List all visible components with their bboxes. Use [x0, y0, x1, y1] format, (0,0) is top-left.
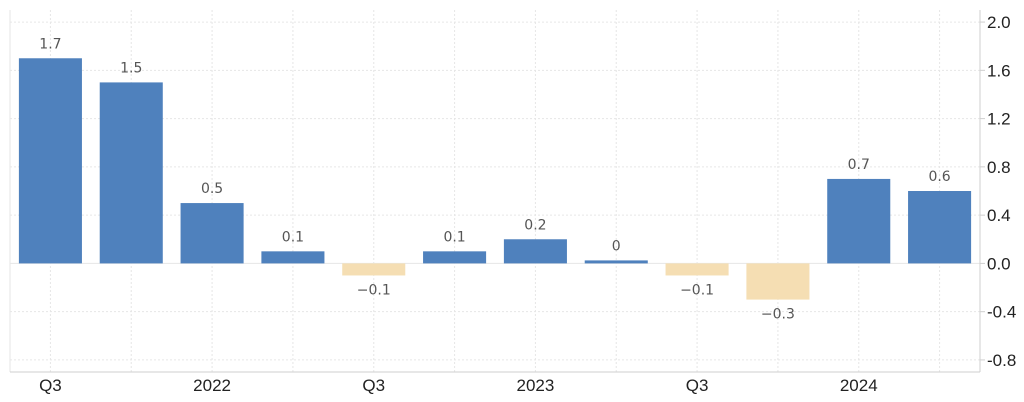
grid-lines [9, 10, 981, 373]
bar [423, 251, 487, 264]
y-tick-label: -0.8 [987, 351, 1016, 370]
x-tick-label: 2023 [517, 376, 555, 395]
y-tick-label: 0.4 [987, 206, 1011, 225]
bar-value-label: 0.2 [524, 217, 546, 233]
bar-value-label: 0.7 [848, 157, 870, 173]
y-tick-label: 1.6 [987, 61, 1011, 80]
y-tick-label: -0.4 [987, 303, 1016, 322]
bar [908, 191, 972, 264]
bar-value-label: 1.5 [120, 60, 142, 76]
y-tick-label: 0.8 [987, 158, 1011, 177]
bar [261, 251, 325, 264]
x-tick-label: 2024 [840, 376, 878, 395]
bar-value-labels: 1.7 1.5 0.5 0.1 −0.1 0.1 0.2 0 −0.1 −0.3 0.7 0.6 [39, 36, 951, 322]
bar-value-label: −0.1 [680, 282, 714, 298]
y-tick-label: 0.0 [987, 254, 1011, 273]
bar [99, 82, 163, 264]
x-tick-label: Q3 [362, 376, 385, 395]
bar [18, 58, 82, 264]
bar-value-label: 0.1 [282, 229, 304, 245]
bar-value-label: 0 [612, 238, 621, 254]
bar [827, 178, 891, 264]
bar [342, 263, 406, 276]
bar-value-label: 0.6 [928, 169, 950, 185]
x-tick-label: 2022 [193, 376, 231, 395]
bar-value-label: −0.1 [357, 282, 391, 298]
bars [18, 58, 972, 300]
bar [180, 203, 244, 264]
x-axis: Q3 2022 Q3 2023 Q3 2024 [39, 376, 878, 395]
y-tick-label: 1.2 [987, 110, 1011, 129]
bar [584, 260, 648, 264]
bar [503, 239, 567, 264]
y-tick-label: 2.0 [987, 13, 1011, 32]
bar-value-label: 1.7 [39, 36, 61, 52]
x-tick-label: Q3 [686, 376, 709, 395]
x-tick-label: Q3 [39, 376, 62, 395]
bar-value-label: 0.1 [443, 229, 465, 245]
bar-value-label: −0.3 [761, 307, 795, 323]
bar [665, 263, 729, 276]
bar [746, 263, 810, 300]
y-axis: 2.0 1.6 1.2 0.8 0.4 0.0 -0.4 -0.8 [980, 13, 1016, 370]
bar-value-label: 0.5 [201, 181, 223, 197]
